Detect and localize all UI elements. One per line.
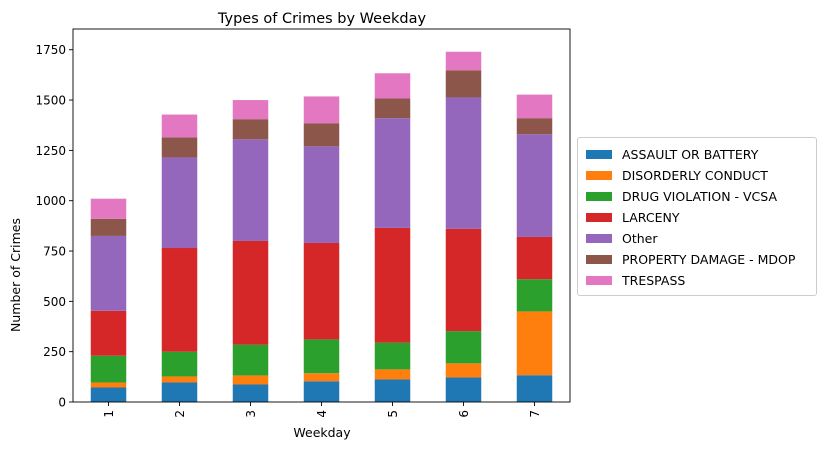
legend-swatch — [586, 213, 612, 222]
legend-item: ASSAULT OR BATTERY — [586, 144, 808, 165]
bar-segment-property-damage-mdop-weekday-7 — [516, 118, 553, 135]
bar-segment-disorderly-conduct-weekday-5 — [374, 369, 411, 380]
y-tick-label: 1500 — [35, 94, 66, 108]
bar-segment-property-damage-mdop-weekday-3 — [232, 119, 269, 140]
bar-segment-assault-or-battery-weekday-5 — [374, 379, 411, 402]
legend-label: DISORDERLY CONDUCT — [622, 168, 768, 183]
x-tick-label: 7 — [528, 410, 542, 418]
x-tick-label: 1 — [102, 410, 116, 418]
legend-swatch — [586, 234, 612, 243]
y-axis-label: Number of Crimes — [8, 218, 23, 332]
x-tick-label: 6 — [457, 410, 471, 418]
bar-segment-trespass-weekday-3 — [232, 100, 269, 120]
y-tick-label: 250 — [43, 345, 66, 359]
legend-label: DRUG VIOLATION - VCSA — [622, 189, 777, 204]
bar-segment-other-weekday-3 — [232, 139, 269, 241]
x-tick-label: 4 — [315, 410, 329, 418]
bar-segment-larceny-weekday-2 — [161, 248, 198, 352]
legend-item: LARCENY — [586, 207, 808, 228]
legend-swatch — [586, 192, 612, 201]
bar-segment-other-weekday-2 — [161, 157, 198, 249]
chart-title: Types of Crimes by Weekday — [217, 11, 427, 27]
legend-swatch — [586, 276, 612, 285]
bar-segment-other-weekday-4 — [303, 146, 340, 243]
bar-segment-drug-violation-vcsa-weekday-4 — [303, 339, 340, 374]
legend-swatch — [586, 171, 612, 180]
bar-segment-disorderly-conduct-weekday-3 — [232, 375, 269, 385]
legend-item: TRESPASS — [586, 270, 808, 291]
bar-segment-assault-or-battery-weekday-4 — [303, 381, 340, 402]
bar-segment-larceny-weekday-1 — [90, 310, 127, 356]
bar-segment-property-damage-mdop-weekday-6 — [445, 70, 482, 98]
bar-segment-trespass-weekday-7 — [516, 94, 553, 119]
bar-segment-other-weekday-1 — [90, 235, 127, 311]
bar-segment-drug-violation-vcsa-weekday-5 — [374, 342, 411, 370]
legend-label: ASSAULT OR BATTERY — [622, 147, 759, 162]
bar-segment-assault-or-battery-weekday-3 — [232, 384, 269, 402]
x-tick-label: 3 — [244, 410, 258, 418]
x-tick-label: 2 — [173, 410, 187, 418]
bar-segment-disorderly-conduct-weekday-7 — [516, 311, 553, 376]
bar-segment-assault-or-battery-weekday-2 — [161, 382, 198, 402]
bar-segment-assault-or-battery-weekday-6 — [445, 377, 482, 402]
legend-item: PROPERTY DAMAGE - MDOP — [586, 249, 808, 270]
bar-segment-property-damage-mdop-weekday-5 — [374, 98, 411, 119]
y-tick-label: 1750 — [35, 43, 66, 57]
bar-segment-drug-violation-vcsa-weekday-2 — [161, 351, 198, 377]
legend-label: LARCENY — [622, 210, 680, 225]
bar-segment-larceny-weekday-5 — [374, 227, 411, 343]
bar-segment-property-damage-mdop-weekday-2 — [161, 137, 198, 158]
bar-segment-disorderly-conduct-weekday-4 — [303, 373, 340, 382]
legend-item: Other — [586, 228, 808, 249]
y-tick-label: 1000 — [35, 194, 66, 208]
bar-segment-disorderly-conduct-weekday-2 — [161, 376, 198, 383]
bar-segment-other-weekday-6 — [445, 97, 482, 229]
legend-item: DISORDERLY CONDUCT — [586, 165, 808, 186]
bar-segment-larceny-weekday-3 — [232, 240, 269, 345]
bar-segment-property-damage-mdop-weekday-1 — [90, 218, 127, 236]
x-tick-label: 5 — [386, 410, 400, 418]
legend-swatch — [586, 150, 612, 159]
bar-segment-assault-or-battery-weekday-7 — [516, 375, 553, 402]
chart-legend: ASSAULT OR BATTERY DISORDERLY CONDUCT DRUG… — [577, 137, 817, 296]
bar-segment-trespass-weekday-4 — [303, 96, 340, 124]
bar-segment-drug-violation-vcsa-weekday-6 — [445, 331, 482, 364]
bar-segment-property-damage-mdop-weekday-4 — [303, 123, 340, 147]
y-tick-label: 0 — [58, 396, 66, 410]
bar-segment-other-weekday-7 — [516, 134, 553, 237]
legend-label: Other — [622, 231, 658, 246]
y-tick-label: 750 — [43, 245, 66, 259]
bar-segment-trespass-weekday-5 — [374, 73, 411, 99]
legend-label: TRESPASS — [622, 273, 686, 288]
bar-segment-drug-violation-vcsa-weekday-7 — [516, 279, 553, 312]
y-tick-label: 1250 — [35, 144, 66, 158]
bar-segment-larceny-weekday-4 — [303, 242, 340, 340]
bar-segment-disorderly-conduct-weekday-1 — [90, 382, 127, 388]
bar-segment-larceny-weekday-6 — [445, 228, 482, 332]
legend-label: PROPERTY DAMAGE - MDOP — [622, 252, 796, 267]
bar-segment-larceny-weekday-7 — [516, 236, 553, 280]
bar-segment-trespass-weekday-1 — [90, 198, 127, 219]
bar-segment-other-weekday-5 — [374, 118, 411, 228]
legend-swatch — [586, 255, 612, 264]
bar-segment-drug-violation-vcsa-weekday-1 — [90, 355, 127, 383]
legend-item: DRUG VIOLATION - VCSA — [586, 186, 808, 207]
bar-segment-assault-or-battery-weekday-1 — [90, 387, 127, 402]
x-axis-label: Weekday — [293, 425, 351, 440]
bar-segment-disorderly-conduct-weekday-6 — [445, 363, 482, 378]
bar-segment-drug-violation-vcsa-weekday-3 — [232, 344, 269, 376]
y-tick-label: 500 — [43, 295, 66, 309]
bar-segment-trespass-weekday-2 — [161, 114, 198, 138]
bar-segment-trespass-weekday-6 — [445, 51, 482, 71]
